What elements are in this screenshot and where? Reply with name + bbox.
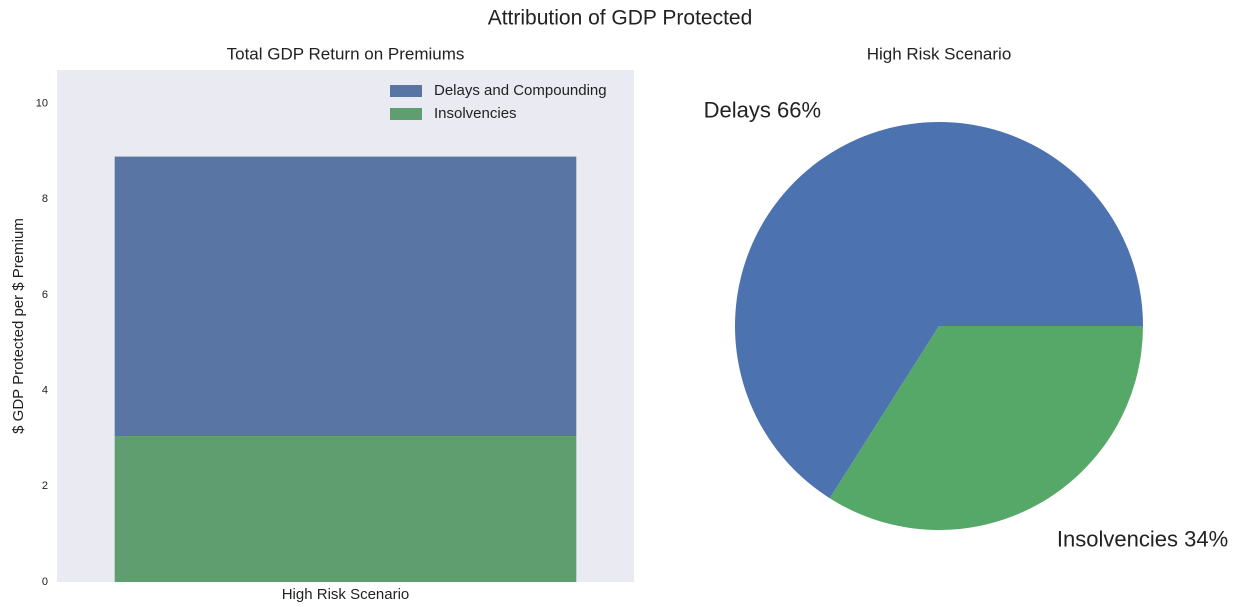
- legend-label: Delays and Compounding: [434, 82, 607, 99]
- x-tick-label: High Risk Scenario: [282, 586, 410, 603]
- y-tick-label: 4: [42, 385, 48, 397]
- slice-label: Insolvencies 34%: [1057, 526, 1228, 551]
- y-tick-label: 8: [42, 193, 48, 205]
- y-tick-label: 0: [42, 576, 48, 588]
- y-axis-label: $ GDP Protected per $ Premium: [10, 218, 27, 434]
- axes-title: High Risk Scenario: [867, 44, 1012, 63]
- y-tick-label: 2: [42, 480, 48, 492]
- legend-swatch: [390, 85, 422, 97]
- pie-slice: [829, 326, 1143, 531]
- y-tick-label: 6: [42, 289, 48, 301]
- slice-label: Delays 66%: [704, 97, 821, 122]
- axes-title: Total GDP Return on Premiums: [227, 44, 465, 63]
- figure-title: Attribution of GDP Protected: [488, 7, 753, 30]
- bar-segment: [114, 156, 577, 437]
- bar-segment: [114, 436, 577, 582]
- legend-label: Insolvencies: [434, 105, 517, 122]
- legend-swatch: [390, 108, 422, 120]
- pie-slice: [735, 122, 1143, 499]
- y-tick-label: 10: [36, 97, 48, 109]
